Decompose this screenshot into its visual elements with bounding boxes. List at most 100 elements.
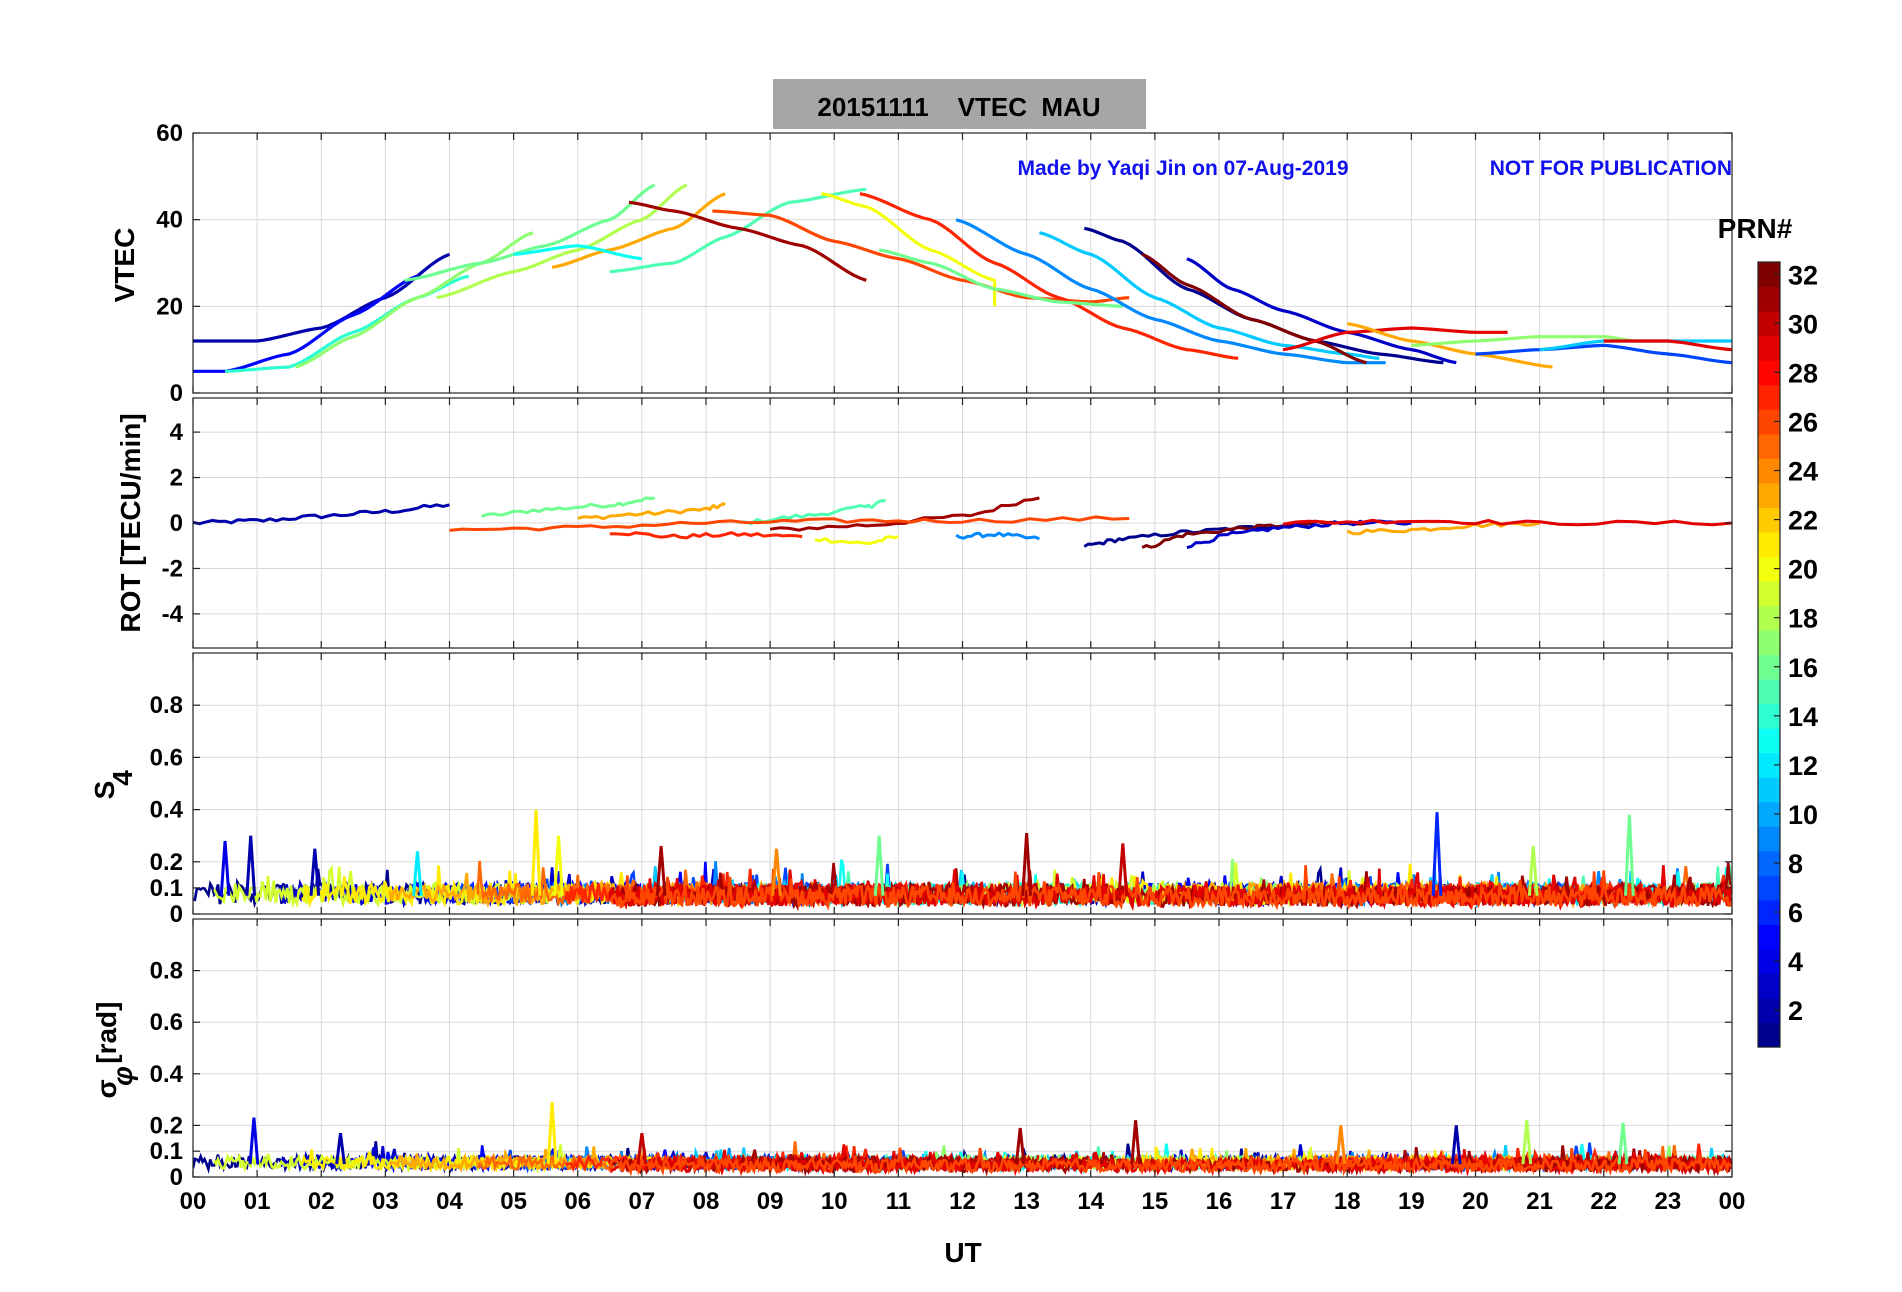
- s4-spike-prn31: [1021, 832, 1032, 896]
- colorbar-tick-label: 14: [1788, 702, 1818, 732]
- x-tick-label: 01: [244, 1188, 271, 1215]
- rot-series-prn26: [449, 515, 1130, 532]
- colorbar-cell-prn12: [1758, 752, 1780, 778]
- sigma_phi-ytick-label: 0.6: [150, 1009, 183, 1036]
- sigma-phi-ylabel-sub: φ: [107, 1066, 138, 1086]
- colorbar-cell-prn26: [1758, 409, 1780, 435]
- vtec-ytick-label: 60: [156, 120, 183, 147]
- s4-spike-prn4: [219, 840, 231, 896]
- sigma_phi-spike-prn4: [248, 1117, 260, 1165]
- sigma_phi-spike-prn24: [1335, 1125, 1347, 1165]
- x-tick-label: 13: [1013, 1188, 1040, 1215]
- x-tick-label: 20: [1462, 1188, 1489, 1215]
- vtec-series-prn23: [551, 192, 726, 269]
- s4-spike-prn31: [655, 846, 667, 896]
- colorbar-cell-prn9: [1758, 826, 1780, 852]
- sigma_phi-ytick-label: 0.2: [150, 1112, 183, 1139]
- sigma_phi-ytick-label: 0: [170, 1164, 183, 1191]
- vtec-ytick-label: 0: [170, 380, 183, 407]
- rot-series-prn29: [1282, 518, 1732, 527]
- colorbar-tick-label: 12: [1788, 751, 1818, 781]
- colorbar-cell-prn10: [1758, 801, 1780, 827]
- rot-series-prn20: [814, 535, 899, 546]
- vtec-series-prn17: [1411, 335, 1636, 347]
- vtec-series-prn13: [513, 244, 643, 261]
- s4-spike-prn2: [245, 835, 257, 896]
- colorbar-cell-prn22: [1758, 507, 1780, 533]
- vtec-series-prn16: [878, 248, 1123, 308]
- s4-ylabel: S 4: [89, 770, 138, 800]
- x-tick-label: 19: [1398, 1188, 1425, 1215]
- vtec-series-prn17: [295, 231, 534, 369]
- sigma_phi-ytick-label: 0.8: [150, 958, 183, 985]
- vtec-series-prn23: [1347, 322, 1553, 369]
- x-tick-label: 21: [1526, 1188, 1553, 1215]
- colorbar-cell-prn15: [1758, 679, 1780, 705]
- vtec-series-prn9: [955, 218, 1386, 365]
- s4-ylabel-sub: 4: [107, 770, 138, 786]
- s4-ytick-label: 0.1: [150, 875, 183, 902]
- colorbar-tick-label: 24: [1788, 457, 1818, 487]
- colorbar-cell-prn1: [1758, 1022, 1780, 1048]
- vtec-series-prn32: [1141, 252, 1367, 365]
- colorbar-tick-label: 6: [1788, 898, 1803, 928]
- sigma_phi-spike-prn21: [546, 1102, 558, 1165]
- colorbar-tick-label: 18: [1788, 604, 1818, 634]
- s4-spike-prn16: [1624, 814, 1635, 896]
- sigma_phi-spike-prn2: [1450, 1125, 1462, 1165]
- vtec-series-prn31: [628, 200, 867, 282]
- colorbar-frame: [1757, 261, 1781, 1048]
- colorbar-cell-prn27: [1758, 384, 1780, 410]
- rot-ylabel: ROT [TECU/min]: [115, 413, 146, 632]
- x-tick-label: 15: [1142, 1188, 1169, 1215]
- title-box: [773, 79, 1146, 129]
- sigma_phi-spike-prn16: [1617, 1122, 1629, 1165]
- x-tick-label: 03: [372, 1188, 399, 1215]
- vtec-series-prn26: [712, 209, 1130, 304]
- rot-ytick-label: 4: [170, 419, 184, 446]
- x-tick-label: 22: [1590, 1188, 1617, 1215]
- sigma-phi-panel: 00.10.2 0.4 0.6 0.8 00 01 02 03 04 05 06 07 08 09 10 11…: [150, 918, 1745, 1215]
- x-tick-label: 04: [436, 1188, 463, 1215]
- sigma_phi-spike-prn2: [335, 1132, 346, 1165]
- s4-ytick-label: 0: [170, 901, 183, 928]
- x-tick-label: 06: [564, 1188, 591, 1215]
- vtec-series-prn2: [193, 252, 451, 343]
- s4-ytick-label: 0.2: [150, 849, 183, 876]
- rot-series-prn3: [1186, 519, 1412, 550]
- s4-ytick-label: 0.6: [150, 744, 183, 771]
- vtec-series-prn7: [1475, 343, 1732, 365]
- colorbar-tick-label: 16: [1788, 653, 1818, 683]
- colorbar-tick-label: 4: [1788, 947, 1803, 977]
- colorbar-cell-prn8: [1758, 850, 1780, 876]
- vtec-series-prn3: [1186, 257, 1457, 365]
- colorbar-cell-prn31: [1758, 286, 1780, 312]
- rot-series-prn27: [609, 531, 803, 540]
- x-tick-label: 07: [629, 1188, 656, 1215]
- colorbar-cell-prn2: [1758, 997, 1780, 1024]
- s4-trace-prn21: [301, 865, 687, 909]
- x-tick-label: 00: [180, 1188, 207, 1215]
- sigma_phi-spike-prn18: [1521, 1120, 1533, 1165]
- vtec-ytick-label: 40: [156, 207, 183, 234]
- s4-spike-prn24: [771, 848, 782, 896]
- colorbar-cell-prn14: [1758, 703, 1780, 729]
- colorbar-cell-prn30: [1758, 311, 1780, 337]
- s4-spike-prn6: [1431, 812, 1443, 896]
- s4-ytick-label: 0.8: [150, 692, 183, 719]
- author-note: Made by Yaqi Jin on 07-Aug-2019: [1017, 157, 1348, 180]
- colorbar-tick-label: 8: [1788, 849, 1803, 879]
- vtec-ylabel: VTEC: [109, 228, 140, 303]
- vtec-series-prn29: [1282, 326, 1508, 352]
- colorbar-cell-prn29: [1758, 335, 1780, 361]
- s4-ytick-label: 0.4: [150, 797, 184, 824]
- colorbar-cell-prn13: [1758, 728, 1780, 754]
- s4-trace-prn31: [740, 862, 1128, 908]
- s4-spike-prn21: [530, 809, 542, 896]
- colorbar-cell-prn19: [1758, 580, 1780, 607]
- colorbar-tick-label: 2: [1788, 996, 1803, 1026]
- colorbar-tick-label: 30: [1788, 309, 1818, 339]
- vtec-series-prn5: [193, 274, 418, 373]
